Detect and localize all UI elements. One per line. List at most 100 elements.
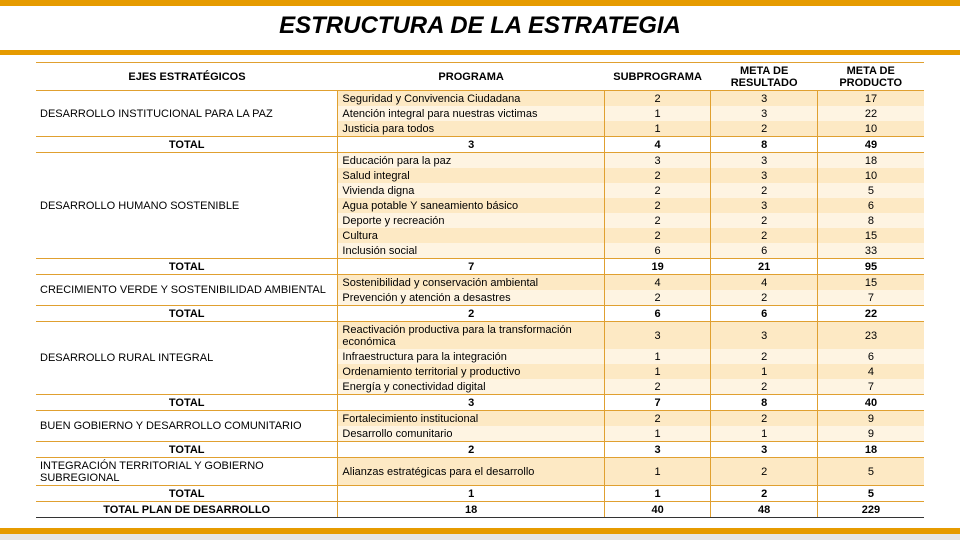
prod-cell: 6 bbox=[817, 349, 924, 364]
total-label: TOTAL bbox=[36, 486, 338, 502]
prod-cell: 4 bbox=[817, 364, 924, 379]
programa-cell: Ordenamiento territorial y productivo bbox=[338, 364, 604, 379]
res-cell: 3 bbox=[711, 153, 818, 169]
programa-cell: Desarrollo comunitario bbox=[338, 426, 604, 442]
prod-cell: 6 bbox=[817, 198, 924, 213]
programa-cell: Atención integral para nuestras victimas bbox=[338, 106, 604, 121]
prod-cell: 17 bbox=[817, 91, 924, 107]
col-subprograma: SUBPROGRAMA bbox=[604, 63, 711, 91]
total-sub: 4 bbox=[604, 137, 711, 153]
res-cell: 3 bbox=[711, 322, 818, 350]
res-cell: 2 bbox=[711, 411, 818, 427]
programa-cell: Deporte y recreación bbox=[338, 213, 604, 228]
strategy-table: EJES ESTRATÉGICOS PROGRAMA SUBPROGRAMA M… bbox=[36, 62, 924, 518]
prod-cell: 18 bbox=[817, 153, 924, 169]
total-res: 21 bbox=[711, 259, 818, 275]
total-programa: 3 bbox=[338, 137, 604, 153]
programa-cell: Prevención y atención a desastres bbox=[338, 290, 604, 306]
res-cell: 1 bbox=[711, 364, 818, 379]
res-cell: 2 bbox=[711, 349, 818, 364]
total-sub: 19 bbox=[604, 259, 711, 275]
res-cell: 3 bbox=[711, 168, 818, 183]
sub-cell: 2 bbox=[604, 213, 711, 228]
decor-stripe-bottom-gray bbox=[0, 534, 960, 540]
prod-cell: 7 bbox=[817, 379, 924, 395]
table-header-row: EJES ESTRATÉGICOS PROGRAMA SUBPROGRAMA M… bbox=[36, 63, 924, 91]
programa-cell: Educación para la paz bbox=[338, 153, 604, 169]
strategy-table-wrap: EJES ESTRATÉGICOS PROGRAMA SUBPROGRAMA M… bbox=[36, 62, 924, 518]
section-total-row: TOTAL37840 bbox=[36, 395, 924, 411]
page-title: ESTRUCTURA DE LA ESTRATEGIA bbox=[0, 12, 960, 40]
sub-cell: 1 bbox=[604, 458, 711, 486]
sub-cell: 1 bbox=[604, 364, 711, 379]
total-label: TOTAL bbox=[36, 442, 338, 458]
total-label: TOTAL bbox=[36, 306, 338, 322]
res-cell: 2 bbox=[711, 183, 818, 198]
section-total-row: TOTAL1125 bbox=[36, 486, 924, 502]
sub-cell: 1 bbox=[604, 426, 711, 442]
total-sub: 6 bbox=[604, 306, 711, 322]
sub-cell: 1 bbox=[604, 121, 711, 137]
prod-cell: 10 bbox=[817, 168, 924, 183]
programa-cell: Energía y conectividad digital bbox=[338, 379, 604, 395]
res-cell: 2 bbox=[711, 290, 818, 306]
total-programa: 3 bbox=[338, 395, 604, 411]
total-res: 3 bbox=[711, 442, 818, 458]
programa-cell: Alianzas estratégicas para el desarrollo bbox=[338, 458, 604, 486]
decor-stripe-under-title bbox=[0, 50, 960, 55]
prod-cell: 15 bbox=[817, 228, 924, 243]
total-label: TOTAL bbox=[36, 395, 338, 411]
prod-cell: 9 bbox=[817, 411, 924, 427]
total-prod: 18 bbox=[817, 442, 924, 458]
total-label: TOTAL bbox=[36, 137, 338, 153]
sub-cell: 2 bbox=[604, 183, 711, 198]
grand-total-prod: 229 bbox=[817, 502, 924, 518]
prod-cell: 7 bbox=[817, 290, 924, 306]
prod-cell: 22 bbox=[817, 106, 924, 121]
sub-cell: 2 bbox=[604, 379, 711, 395]
col-resultado: META DE RESULTADO bbox=[711, 63, 818, 91]
total-sub: 1 bbox=[604, 486, 711, 502]
programa-cell: Inclusión social bbox=[338, 243, 604, 259]
table-row: BUEN GOBIERNO Y DESARROLLO COMUNITARIOFo… bbox=[36, 411, 924, 427]
col-eje: EJES ESTRATÉGICOS bbox=[36, 63, 338, 91]
sub-cell: 2 bbox=[604, 228, 711, 243]
sub-cell: 6 bbox=[604, 243, 711, 259]
total-res: 8 bbox=[711, 395, 818, 411]
res-cell: 3 bbox=[711, 198, 818, 213]
prod-cell: 8 bbox=[817, 213, 924, 228]
programa-cell: Sostenibilidad y conservación ambiental bbox=[338, 275, 604, 291]
res-cell: 3 bbox=[711, 106, 818, 121]
eje-cell: CRECIMIENTO VERDE Y SOSTENIBILIDAD AMBIE… bbox=[36, 275, 338, 306]
total-programa: 7 bbox=[338, 259, 604, 275]
grand-total-sub: 40 bbox=[604, 502, 711, 518]
res-cell: 2 bbox=[711, 121, 818, 137]
sub-cell: 4 bbox=[604, 275, 711, 291]
programa-cell: Vivienda digna bbox=[338, 183, 604, 198]
sub-cell: 2 bbox=[604, 198, 711, 213]
total-programa: 1 bbox=[338, 486, 604, 502]
table-row: DESARROLLO HUMANO SOSTENIBLEEducación pa… bbox=[36, 153, 924, 169]
eje-cell: DESARROLLO HUMANO SOSTENIBLE bbox=[36, 153, 338, 259]
total-programa: 2 bbox=[338, 442, 604, 458]
total-sub: 3 bbox=[604, 442, 711, 458]
table-row: CRECIMIENTO VERDE Y SOSTENIBILIDAD AMBIE… bbox=[36, 275, 924, 291]
res-cell: 2 bbox=[711, 379, 818, 395]
programa-cell: Cultura bbox=[338, 228, 604, 243]
col-producto: META DE PRODUCTO bbox=[817, 63, 924, 91]
prod-cell: 5 bbox=[817, 458, 924, 486]
table-row: DESARROLLO INSTITUCIONAL PARA LA PAZSegu… bbox=[36, 91, 924, 107]
res-cell: 6 bbox=[711, 243, 818, 259]
eje-cell: DESARROLLO RURAL INTEGRAL bbox=[36, 322, 338, 395]
sub-cell: 1 bbox=[604, 106, 711, 121]
prod-cell: 9 bbox=[817, 426, 924, 442]
eje-cell: DESARROLLO INSTITUCIONAL PARA LA PAZ bbox=[36, 91, 338, 137]
res-cell: 4 bbox=[711, 275, 818, 291]
res-cell: 2 bbox=[711, 213, 818, 228]
total-sub: 7 bbox=[604, 395, 711, 411]
sub-cell: 1 bbox=[604, 349, 711, 364]
section-total-row: TOTAL26622 bbox=[36, 306, 924, 322]
eje-cell: INTEGRACIÓN TERRITORIAL Y GOBIERNO SUBRE… bbox=[36, 458, 338, 486]
section-total-row: TOTAL7192195 bbox=[36, 259, 924, 275]
section-total-row: TOTAL34849 bbox=[36, 137, 924, 153]
